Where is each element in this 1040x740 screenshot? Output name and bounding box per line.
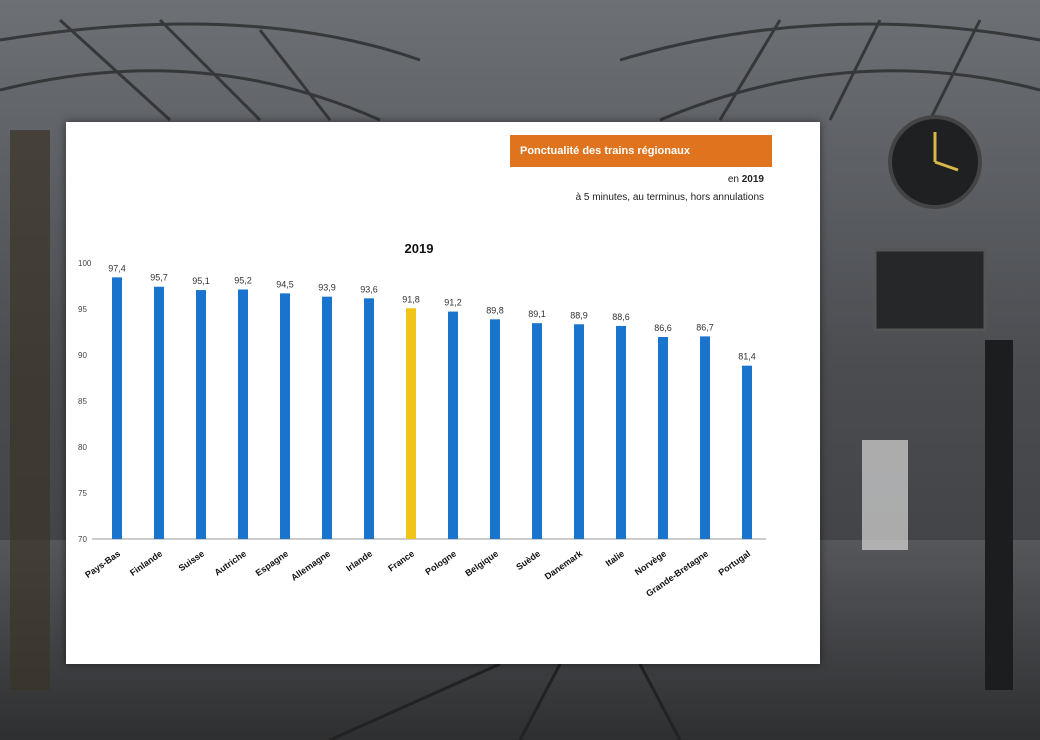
value-label: 81,4 xyxy=(738,352,756,362)
bar xyxy=(742,365,752,539)
value-label: 95,2 xyxy=(234,275,252,285)
value-label: 88,6 xyxy=(612,312,630,322)
y-tick-label: 75 xyxy=(78,489,87,498)
y-tick-label: 70 xyxy=(78,535,87,544)
value-label: 89,1 xyxy=(528,309,546,319)
value-label: 95,1 xyxy=(192,276,210,286)
bar xyxy=(280,293,290,539)
title-badge: Ponctualité des trains régionaux xyxy=(510,135,772,167)
category-label: Autriche xyxy=(212,548,248,577)
bar xyxy=(112,277,122,539)
value-label: 88,9 xyxy=(570,310,588,320)
scope-caption: à 5 minutes, au terminus, hors annulatio… xyxy=(575,192,764,203)
bar xyxy=(238,289,248,539)
category-label: Suisse xyxy=(177,548,207,573)
value-label: 91,2 xyxy=(444,298,462,308)
category-label: Norvège xyxy=(633,548,668,577)
category-label: Danemark xyxy=(543,548,585,582)
value-label: 93,9 xyxy=(318,283,336,293)
bar xyxy=(616,325,626,539)
category-label: Italie xyxy=(604,548,627,568)
bar-chart: 2019 100 95 90 85 80 75 70 97,4 95,7 95,1 95,2 94,… xyxy=(78,241,766,599)
value-label: 86,6 xyxy=(654,323,672,333)
value-labels: 97,4 95,7 95,1 95,2 94,5 93,9 93,6 91,8 91,2 89,8… xyxy=(108,263,756,361)
category-label: France xyxy=(386,548,416,573)
value-label: 86,7 xyxy=(696,322,714,332)
chart-slide: Ponctualité des trains régionaux en 2019… xyxy=(66,122,820,664)
bar xyxy=(490,319,500,539)
y-tick-label: 100 xyxy=(78,259,92,268)
value-label: 93,6 xyxy=(360,284,378,294)
category-label: Allemagne xyxy=(289,548,332,582)
y-tick-label: 85 xyxy=(78,397,87,406)
year-caption: en 2019 xyxy=(728,174,764,185)
y-tick-label: 95 xyxy=(78,305,87,314)
year-prefix: en xyxy=(727,174,739,185)
bar xyxy=(154,286,164,539)
bar xyxy=(322,296,332,539)
bars-group xyxy=(112,277,752,539)
category-label: Pologne xyxy=(423,548,458,577)
value-label: 89,8 xyxy=(486,305,504,315)
bar xyxy=(448,311,458,539)
category-label: Espagne xyxy=(254,548,290,578)
bar xyxy=(406,308,416,539)
y-tick-label: 80 xyxy=(78,443,87,452)
chart-title: 2019 xyxy=(405,241,434,256)
category-label: Pays-Bas xyxy=(83,548,122,579)
category-label: Portugal xyxy=(716,548,752,577)
value-label: 95,7 xyxy=(150,273,168,283)
bar xyxy=(574,324,584,539)
y-axis-ticks: 100 95 90 85 80 75 70 xyxy=(78,259,92,544)
bar xyxy=(532,323,542,539)
category-labels: Pays-Bas Finlande Suisse Autriche EspagneAll… xyxy=(83,548,752,599)
bar xyxy=(658,336,668,539)
year-value: 2019 xyxy=(741,174,764,185)
bar xyxy=(700,336,710,539)
value-label: 94,5 xyxy=(276,279,294,289)
bar xyxy=(364,298,374,539)
bar xyxy=(196,290,206,539)
y-tick-label: 90 xyxy=(78,351,87,360)
category-label: Suède xyxy=(514,548,542,572)
category-label: Belgique xyxy=(463,548,500,578)
category-label: Finlande xyxy=(128,548,164,577)
value-label: 91,8 xyxy=(402,294,420,304)
category-label: Irlande xyxy=(344,548,374,573)
value-label: 97,4 xyxy=(108,263,126,273)
